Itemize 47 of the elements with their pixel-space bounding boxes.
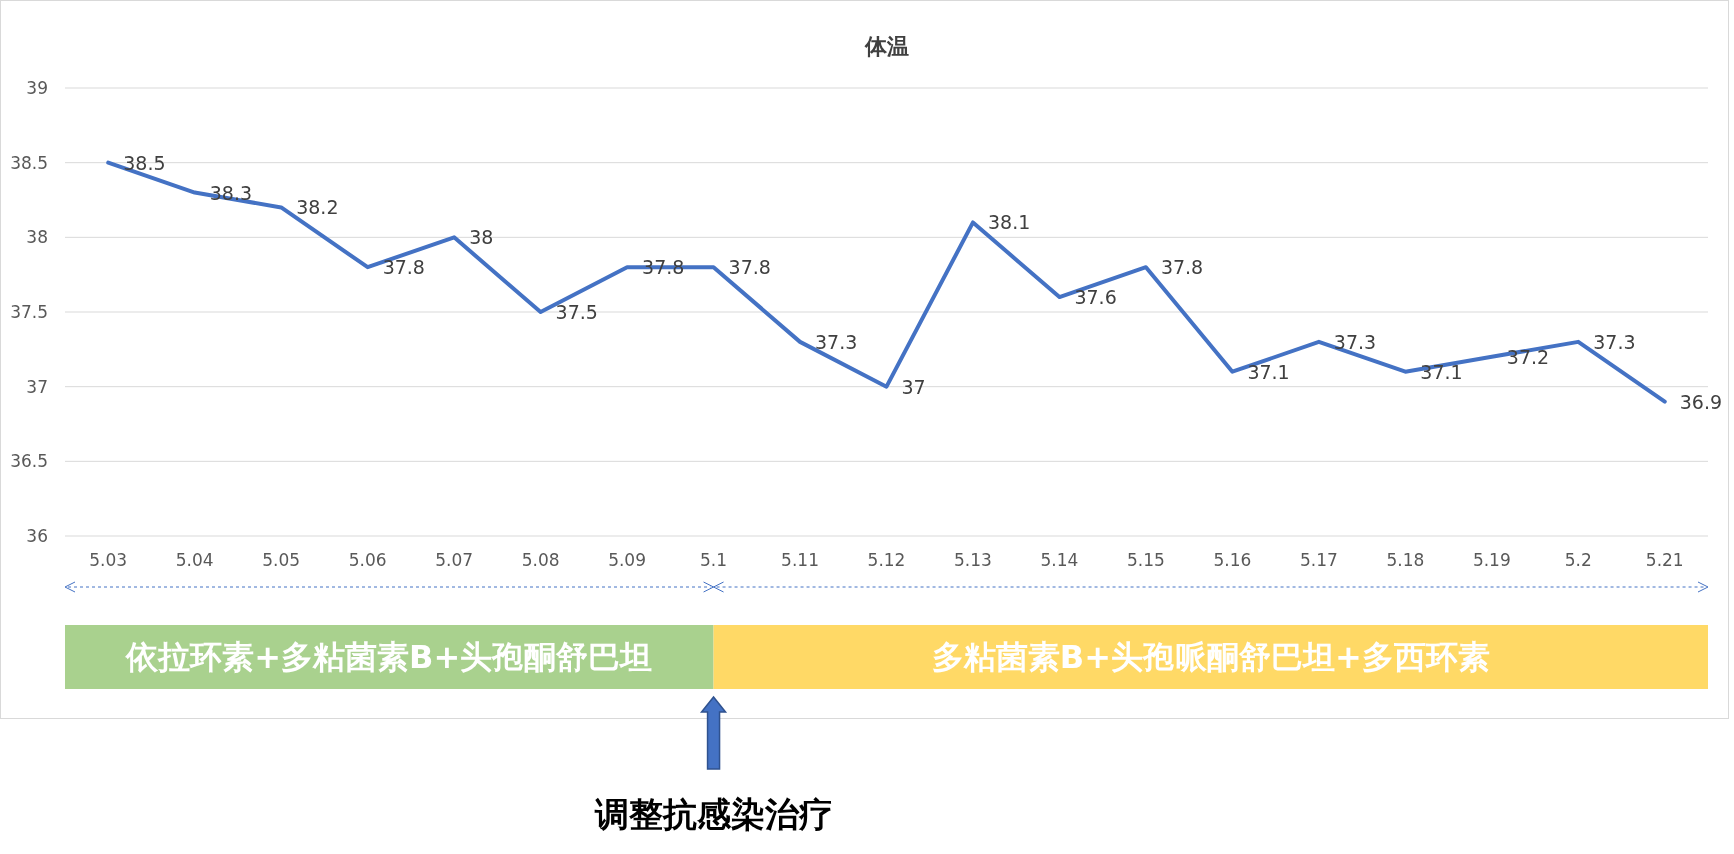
- data-label: 37.3: [1593, 330, 1636, 353]
- y-tick-label: 37.5: [10, 302, 48, 322]
- y-tick-label: 38: [26, 227, 48, 248]
- data-label: 37.2: [1506, 345, 1550, 368]
- y-tick-label: 39: [26, 78, 48, 98]
- data-label: 38.1: [987, 211, 1031, 234]
- x-tick-label: 5.17: [1299, 550, 1338, 570]
- chart-title: 体温: [863, 34, 909, 59]
- data-label: 38.2: [296, 196, 339, 219]
- x-tick-label: 5.03: [89, 550, 128, 570]
- x-tick-label: 5.11: [781, 550, 819, 570]
- x-tick-label: 5.12: [867, 550, 906, 570]
- text: 多粘菌素B+头孢哌酮舒巴坦+多西环素: [931, 638, 1490, 676]
- x-tick-label: 5.2: [1564, 550, 1592, 570]
- data-label: 37.6: [1074, 286, 1117, 309]
- x-tick-label: 5.14: [1040, 550, 1079, 570]
- data-label: 37.5: [555, 301, 598, 323]
- data-label: 36.9: [1679, 390, 1723, 413]
- data-label: 38.5: [123, 151, 166, 174]
- data-label: 37.3: [1333, 330, 1377, 353]
- text: 依拉环素+多粘菌素B+头孢酮舒巴坦: [125, 638, 653, 676]
- x-tick-label: 5.04: [175, 550, 214, 570]
- x-tick-label: 5.06: [348, 550, 387, 570]
- data-label: 38: [469, 226, 494, 249]
- x-tick-label: 5.18: [1386, 550, 1425, 570]
- x-tick-label: 5.08: [521, 550, 560, 570]
- x-tick-label: 5.13: [954, 550, 992, 570]
- text: 调整抗感染治疗: [593, 794, 833, 834]
- data-label: 37.1: [1420, 360, 1463, 383]
- x-tick-label: 5.1: [700, 550, 728, 570]
- y-tick-label: 36: [26, 526, 48, 546]
- x-tick-label: 5.05: [262, 550, 301, 570]
- x-tick-label: 5.19: [1472, 550, 1511, 570]
- x-tick-label: 5.09: [608, 550, 647, 570]
- data-label: 37: [901, 375, 926, 398]
- data-label: 37.8: [382, 256, 425, 279]
- x-tick-label: 5.07: [435, 550, 474, 570]
- y-tick-label: 36.5: [10, 451, 48, 472]
- data-label: 37.8: [728, 256, 771, 279]
- y-tick-label: 38.5: [10, 152, 48, 173]
- data-label: 37.3: [815, 330, 858, 353]
- x-tick-label: 5.21: [1645, 550, 1684, 570]
- x-tick-label: 5.16: [1213, 550, 1252, 570]
- y-tick-label: 37: [26, 376, 48, 397]
- data-label: 37.8: [1160, 256, 1204, 279]
- x-tick-label: 5.15: [1126, 550, 1165, 570]
- data-label: 37.1: [1247, 360, 1290, 383]
